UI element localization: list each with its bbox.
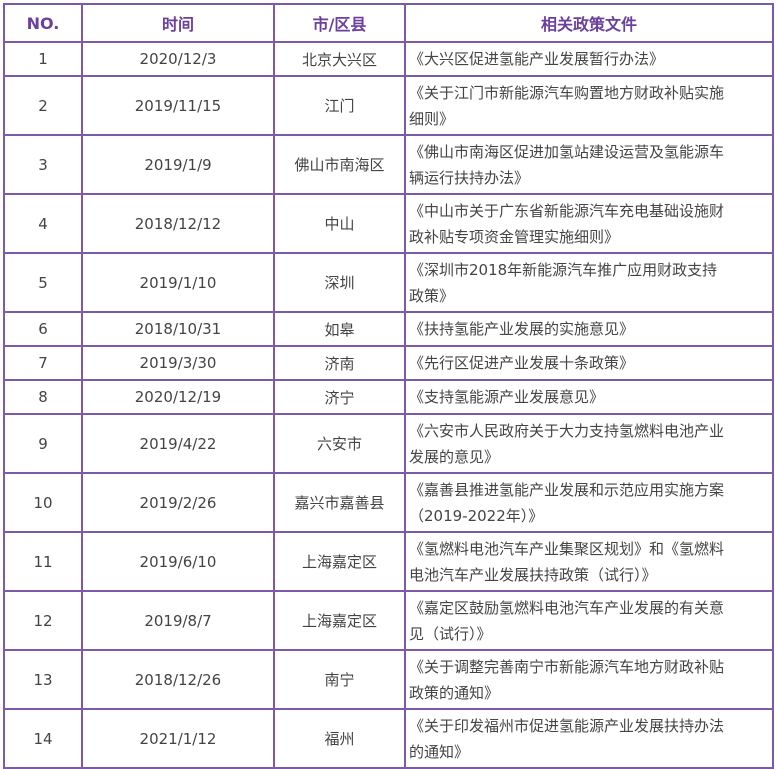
row-number: 9	[3, 413, 83, 474]
policy-table: NO. 时间 市/区县 相关政策文件 1 2020/12/3 北京大兴区 《大兴区促进…	[3, 3, 774, 769]
row-city: 上海嘉定区	[273, 590, 406, 651]
row-policy: 《关于江门市新能源汽车购置地方财政补贴实施 细则》	[404, 75, 774, 136]
row-number: 7	[3, 345, 83, 381]
row-date: 2019/6/10	[81, 531, 275, 592]
row-policy: 《支持氢能源产业发展意见》	[404, 379, 774, 415]
header-row: NO. 时间 市/区县 相关政策文件	[3, 3, 774, 43]
header-policy: 相关政策文件	[404, 3, 774, 43]
row-city: 北京大兴区	[273, 41, 406, 77]
row-date: 2019/11/15	[81, 75, 275, 136]
row-city: 南宁	[273, 649, 406, 710]
table-row: 4 2018/12/12 中山 《中山市关于广东省新能源汽车充电基础设施财 政补贴专项…	[3, 193, 774, 254]
row-city: 福州	[273, 708, 406, 769]
row-policy: 《嘉善县推进氢能产业发展和示范应用实施方案 （2019-2022年）》	[404, 472, 774, 533]
row-city: 中山	[273, 193, 406, 254]
row-date: 2020/12/19	[81, 379, 275, 415]
row-date: 2018/12/12	[81, 193, 275, 254]
row-date: 2018/10/31	[81, 311, 275, 347]
row-number: 12	[3, 590, 83, 651]
row-date: 2020/12/3	[81, 41, 275, 77]
table-row: 5 2019/1/10 深圳 《深圳市2018年新能源汽车推广应用财政支持 政策》	[3, 252, 774, 313]
table-row: 14 2021/1/12 福州 《关于印发福州市促进氢能源产业发展扶持办法 的通知》	[3, 708, 774, 769]
row-city: 佛山市南海区	[273, 134, 406, 195]
row-city: 嘉兴市嘉善县	[273, 472, 406, 533]
row-number: 2	[3, 75, 83, 136]
table-row: 6 2018/10/31 如皋 《扶持氢能产业发展的实施意见》	[3, 311, 774, 347]
row-policy: 《关于调整完善南宁市新能源汽车地方财政补贴 政策的通知》	[404, 649, 774, 710]
row-date: 2019/1/10	[81, 252, 275, 313]
row-number: 3	[3, 134, 83, 195]
row-date: 2019/2/26	[81, 472, 275, 533]
row-policy: 《中山市关于广东省新能源汽车充电基础设施财 政补贴专项资金管理实施细则》	[404, 193, 774, 254]
row-city: 如皋	[273, 311, 406, 347]
row-policy: 《大兴区促进氢能产业发展暂行办法》	[404, 41, 774, 77]
row-policy: 《深圳市2018年新能源汽车推广应用财政支持 政策》	[404, 252, 774, 313]
row-city: 六安市	[273, 413, 406, 474]
table-row: 9 2019/4/22 六安市 《六安市人民政府关于大力支持氢燃料电池产业 发展的意见…	[3, 413, 774, 474]
row-policy: 《扶持氢能产业发展的实施意见》	[404, 311, 774, 347]
row-policy: 《佛山市南海区促进加氢站建设运营及氢能源车 辆运行扶持办法》	[404, 134, 774, 195]
row-number: 1	[3, 41, 83, 77]
table-body: 1 2020/12/3 北京大兴区 《大兴区促进氢能产业发展暂行办法》 2 2019/11…	[3, 41, 774, 769]
row-policy: 《氢燃料电池汽车产业集聚区规划》和《氢燃料 电池汽车产业发展扶持政策（试行）》	[404, 531, 774, 592]
row-date: 2018/12/26	[81, 649, 275, 710]
row-city: 济宁	[273, 379, 406, 415]
row-city: 上海嘉定区	[273, 531, 406, 592]
row-number: 10	[3, 472, 83, 533]
row-date: 2021/1/12	[81, 708, 275, 769]
row-date: 2019/1/9	[81, 134, 275, 195]
row-date: 2019/3/30	[81, 345, 275, 381]
row-number: 6	[3, 311, 83, 347]
table-row: 10 2019/2/26 嘉兴市嘉善县 《嘉善县推进氢能产业发展和示范应用实施方案 （…	[3, 472, 774, 533]
row-number: 4	[3, 193, 83, 254]
table-row: 8 2020/12/19 济宁 《支持氢能源产业发展意见》	[3, 379, 774, 415]
row-policy: 《嘉定区鼓励氢燃料电池汽车产业发展的有关意 见（试行）》	[404, 590, 774, 651]
table-row: 11 2019/6/10 上海嘉定区 《氢燃料电池汽车产业集聚区规划》和《氢燃料 电池…	[3, 531, 774, 592]
header-no: NO.	[3, 3, 83, 43]
row-number: 8	[3, 379, 83, 415]
row-number: 5	[3, 252, 83, 313]
row-city: 深圳	[273, 252, 406, 313]
row-policy: 《关于印发福州市促进氢能源产业发展扶持办法 的通知》	[404, 708, 774, 769]
row-city: 江门	[273, 75, 406, 136]
table-row: 1 2020/12/3 北京大兴区 《大兴区促进氢能产业发展暂行办法》	[3, 41, 774, 77]
table-row: 3 2019/1/9 佛山市南海区 《佛山市南海区促进加氢站建设运营及氢能源车 辆运行…	[3, 134, 774, 195]
row-date: 2019/8/7	[81, 590, 275, 651]
row-number: 11	[3, 531, 83, 592]
table-row: 13 2018/12/26 南宁 《关于调整完善南宁市新能源汽车地方财政补贴 政策的通…	[3, 649, 774, 710]
header-date: 时间	[81, 3, 275, 43]
row-number: 13	[3, 649, 83, 710]
table-row: 12 2019/8/7 上海嘉定区 《嘉定区鼓励氢燃料电池汽车产业发展的有关意 见（试…	[3, 590, 774, 651]
row-city: 济南	[273, 345, 406, 381]
table-row: 7 2019/3/30 济南 《先行区促进产业发展十条政策》	[3, 345, 774, 381]
table-row: 2 2019/11/15 江门 《关于江门市新能源汽车购置地方财政补贴实施 细则》	[3, 75, 774, 136]
row-date: 2019/4/22	[81, 413, 275, 474]
row-policy: 《六安市人民政府关于大力支持氢燃料电池产业 发展的意见》	[404, 413, 774, 474]
row-number: 14	[3, 708, 83, 769]
row-policy: 《先行区促进产业发展十条政策》	[404, 345, 774, 381]
header-city: 市/区县	[273, 3, 406, 43]
